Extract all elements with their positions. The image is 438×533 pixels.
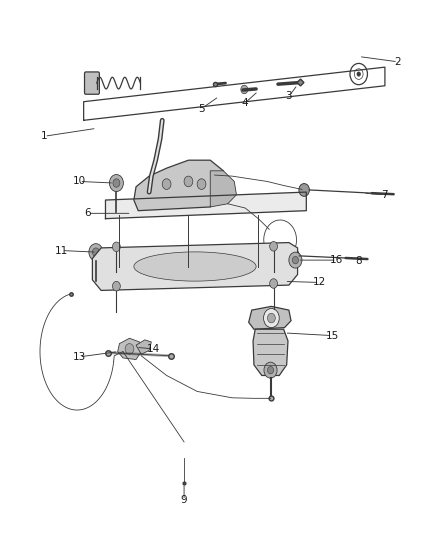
Text: 8: 8: [355, 256, 362, 266]
Circle shape: [299, 183, 309, 196]
Polygon shape: [136, 340, 151, 354]
Circle shape: [113, 179, 120, 187]
Text: 4: 4: [242, 98, 248, 108]
Text: 16: 16: [330, 255, 343, 265]
Circle shape: [241, 85, 248, 94]
Circle shape: [270, 279, 278, 288]
Circle shape: [113, 281, 120, 291]
Text: 15: 15: [326, 330, 339, 341]
Circle shape: [184, 176, 193, 187]
FancyBboxPatch shape: [85, 72, 99, 94]
Polygon shape: [134, 160, 223, 211]
Text: 12: 12: [313, 278, 326, 287]
Text: 13: 13: [73, 352, 86, 362]
Text: 10: 10: [73, 176, 86, 187]
Circle shape: [357, 72, 360, 76]
Circle shape: [197, 179, 206, 189]
Circle shape: [110, 174, 124, 191]
Text: 1: 1: [41, 131, 48, 141]
Circle shape: [292, 256, 298, 264]
Polygon shape: [253, 329, 288, 375]
Text: 5: 5: [198, 103, 205, 114]
Circle shape: [289, 249, 299, 262]
Text: 9: 9: [181, 495, 187, 505]
Circle shape: [89, 244, 103, 261]
Circle shape: [289, 252, 302, 268]
Polygon shape: [249, 306, 291, 329]
Text: 6: 6: [85, 208, 92, 219]
Text: 11: 11: [55, 246, 68, 255]
Ellipse shape: [134, 252, 256, 281]
Text: 3: 3: [286, 91, 292, 101]
Circle shape: [113, 242, 120, 252]
Circle shape: [264, 309, 279, 328]
Polygon shape: [118, 338, 141, 360]
Text: 7: 7: [381, 190, 388, 200]
Circle shape: [270, 241, 278, 251]
Polygon shape: [210, 171, 237, 207]
Circle shape: [162, 179, 171, 189]
Text: 14: 14: [147, 344, 160, 354]
Circle shape: [268, 313, 276, 323]
Circle shape: [92, 248, 99, 256]
Circle shape: [264, 362, 277, 378]
Polygon shape: [92, 243, 297, 290]
Polygon shape: [106, 192, 306, 219]
Circle shape: [125, 344, 134, 354]
Text: 2: 2: [395, 57, 401, 67]
Circle shape: [268, 367, 274, 374]
